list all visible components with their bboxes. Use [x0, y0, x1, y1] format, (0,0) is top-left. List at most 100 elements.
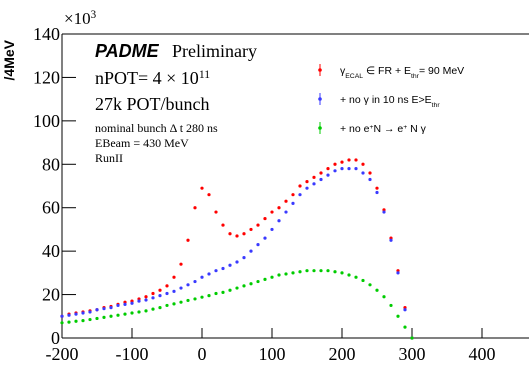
data-point — [326, 173, 330, 177]
data-point — [249, 227, 253, 232]
x-tick-label: 400 — [469, 344, 496, 364]
data-point — [410, 336, 414, 340]
data-point — [221, 290, 225, 294]
data-point — [277, 206, 281, 210]
data-point — [375, 186, 379, 190]
data-point — [151, 296, 155, 300]
legend-label-part: + — [403, 124, 407, 131]
y-tick-label: 140 — [33, 24, 60, 44]
data-point — [375, 190, 379, 195]
data-point — [221, 223, 225, 227]
legend-label: + no γ in 10 ns E>Ethr — [340, 94, 440, 109]
legend-label-part: + — [370, 124, 374, 131]
annotation-part: EBeam = 430 MeV — [95, 136, 189, 150]
data-point — [193, 206, 197, 210]
data-point — [263, 236, 267, 240]
data-point — [130, 301, 134, 305]
data-point — [158, 306, 162, 310]
data-point — [270, 210, 274, 214]
data-point — [207, 272, 211, 276]
data-point — [326, 269, 330, 273]
legend-label-part: ∈ FR + E — [363, 65, 411, 77]
data-point — [116, 313, 120, 317]
data-point — [144, 295, 148, 299]
data-point — [214, 291, 218, 296]
data-point — [179, 262, 183, 266]
annotation: nominal bunch Δ t 280 ns — [95, 121, 218, 135]
data-point — [263, 216, 267, 221]
data-point — [116, 303, 120, 308]
x-tick-label: -100 — [116, 344, 149, 364]
data-point — [193, 279, 197, 284]
data-point — [347, 167, 351, 171]
data-point — [200, 275, 204, 279]
data-point — [179, 286, 183, 290]
data-point — [312, 182, 316, 186]
data-point — [228, 263, 232, 267]
legend-label: γECAL ∈ FR + Ethr= 90 MeV — [340, 65, 464, 80]
data-point — [256, 243, 260, 247]
data-point — [354, 275, 358, 279]
data-point — [186, 298, 190, 303]
data-point — [291, 271, 295, 275]
y-tick-label: 20 — [42, 285, 60, 305]
data-point — [214, 210, 218, 214]
axis-multiplier: ×103 — [64, 9, 97, 28]
legend-label-part: thr — [432, 102, 441, 109]
annotation-part: nominal bunch Δ t 280 ns — [95, 121, 218, 135]
data-point — [179, 300, 183, 304]
y-tick-label: 100 — [33, 111, 60, 131]
legend-label-part: + no e — [340, 123, 370, 135]
annotation-part: nPOT= 4 × 10 — [95, 68, 199, 88]
legend-marker — [318, 68, 322, 72]
y-tick-label: 80 — [42, 154, 60, 174]
data-point — [270, 275, 274, 279]
data-point — [312, 175, 316, 179]
data-point — [361, 278, 365, 283]
data-point — [312, 269, 316, 273]
y-tick-label: 60 — [42, 198, 60, 218]
axis-multiplier-part: ×10 — [64, 9, 91, 28]
data-point — [172, 275, 176, 279]
data-point — [186, 238, 190, 242]
legend-label: + no e+N → e+ N γ — [340, 123, 427, 135]
axis-multiplier-part: 3 — [91, 9, 97, 21]
data-point — [277, 219, 281, 223]
annotation-part: Preliminary — [172, 41, 257, 61]
data-point — [109, 306, 113, 310]
data-point — [235, 286, 239, 290]
data-point — [319, 177, 323, 182]
data-point — [396, 271, 400, 275]
data-point — [368, 171, 372, 175]
data-point — [74, 312, 78, 316]
data-point — [235, 260, 239, 264]
data-point — [137, 299, 141, 303]
data-point — [67, 313, 71, 317]
data-point — [207, 193, 211, 197]
data-point — [165, 284, 169, 288]
data-point — [333, 270, 337, 274]
data-point — [298, 270, 302, 274]
legend-label-part: N γ — [407, 123, 426, 135]
data-point — [249, 249, 253, 253]
x-tick-label: -200 — [46, 344, 79, 364]
data-point — [319, 171, 323, 175]
data-point — [291, 201, 295, 205]
annotation-part: 11 — [199, 68, 210, 81]
legend-label-part: thr — [411, 73, 420, 80]
annotation-part: RunII — [95, 151, 123, 165]
data-point — [242, 284, 246, 288]
data-point — [305, 186, 309, 190]
data-point — [291, 193, 295, 197]
data-point — [151, 307, 155, 311]
data-point — [382, 210, 386, 214]
data-point — [389, 303, 393, 308]
data-point — [340, 160, 344, 164]
data-point — [284, 210, 288, 214]
data-point — [256, 279, 260, 284]
annotation: PADME — [95, 41, 160, 61]
data-point — [74, 319, 78, 323]
data-point — [67, 320, 71, 324]
data-point — [228, 232, 232, 236]
